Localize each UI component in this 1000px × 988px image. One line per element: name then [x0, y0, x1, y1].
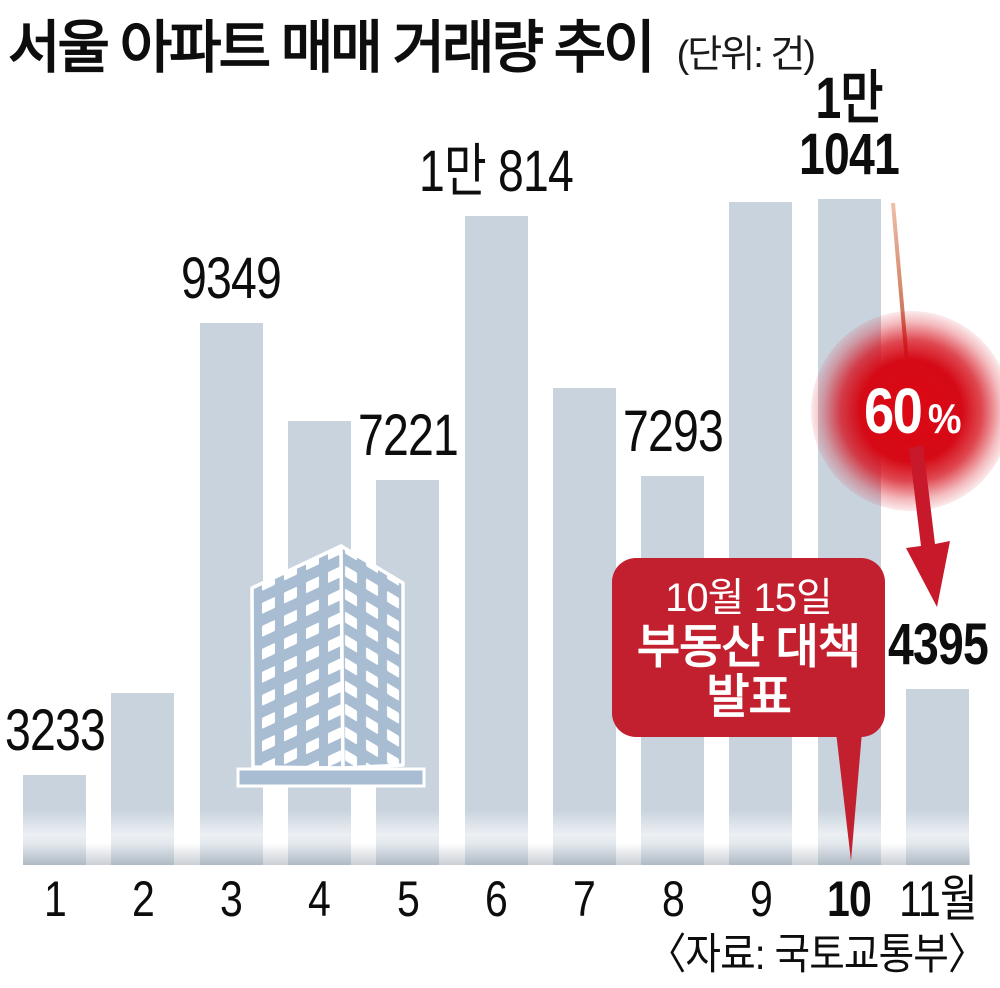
axis-label-4: 4 — [308, 871, 331, 927]
unit-label: (단위: 건) — [676, 34, 816, 76]
bar-month-7 — [552, 388, 616, 865]
drop-percent-value: 60 — [863, 375, 923, 447]
header: 서울 아파트 매매 거래량 추이 (단위: 건) — [8, 2, 816, 84]
policy-callout: 10월 15일 부동산 대책 발표 — [612, 558, 885, 737]
value-label-month-5: 7221 — [357, 403, 459, 468]
callout-text-2: 발표 — [706, 669, 791, 723]
axis-label-6: 6 — [485, 871, 508, 927]
axis-label-8: 8 — [661, 871, 685, 927]
axis-label-5: 5 — [396, 871, 420, 927]
apartment-building-icon — [236, 544, 426, 788]
value-label-month-6: 1만 814 — [418, 139, 574, 204]
value-label-month-8: 7293 — [622, 399, 724, 464]
data-source: 〈자료: 국토교통부〉 — [647, 931, 987, 979]
axis-label-1: 1 — [43, 871, 67, 927]
bar-month-11월 — [906, 689, 969, 865]
axis-label-9: 9 — [749, 871, 773, 927]
axis-label-7: 7 — [573, 871, 596, 927]
bar-month-10 — [817, 199, 881, 865]
axis-label-10: 10 — [827, 871, 872, 927]
percent-drop-badge: 60 % — [811, 311, 1000, 511]
bar-month-2 — [111, 693, 175, 865]
axis-label-3: 3 — [220, 871, 243, 927]
page-title: 서울 아파트 매매 거래량 추이 — [8, 16, 656, 80]
callout-text-1: 부동산 대책 — [636, 619, 861, 673]
bar-month-1 — [23, 775, 86, 865]
value-label-month-1: 3233 — [4, 698, 105, 763]
axis-label-2: 2 — [131, 871, 155, 927]
value-label-month-11월: 4395 — [887, 612, 988, 677]
bar-month-9 — [729, 202, 793, 865]
callout-date: 10월 15일 — [665, 575, 833, 620]
axis-label-11월: 11월 — [898, 871, 978, 927]
bar-month-6 — [464, 216, 528, 865]
percent-sign: % — [927, 395, 962, 442]
value-label-month-10: 1만 1041 — [799, 66, 900, 187]
value-label-month-3: 9349 — [181, 246, 282, 311]
